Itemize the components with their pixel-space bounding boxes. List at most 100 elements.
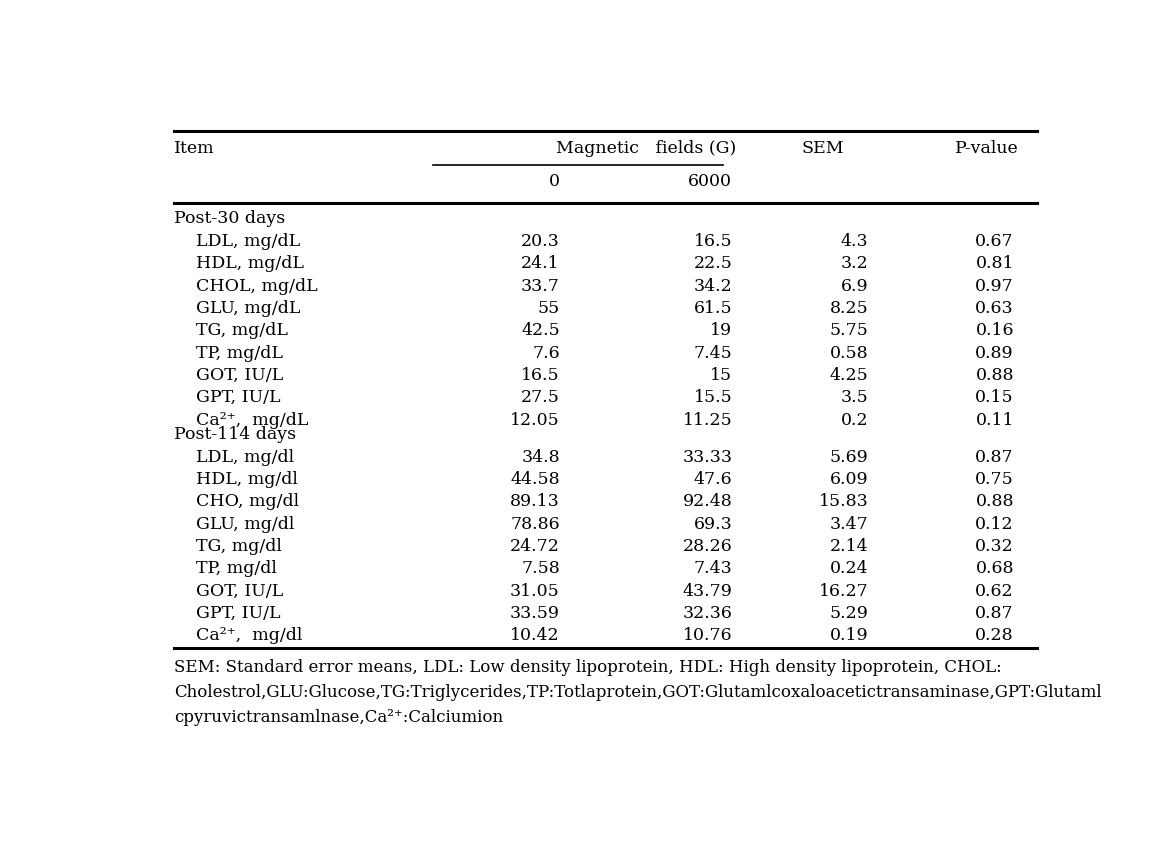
Text: 7.43: 7.43 (694, 560, 732, 577)
Text: 3.47: 3.47 (830, 515, 868, 532)
Text: 0.68: 0.68 (975, 560, 1014, 577)
Text: LDL, mg/dl: LDL, mg/dl (173, 448, 294, 465)
Text: 5.29: 5.29 (830, 604, 868, 621)
Text: Magnetic   fields (G): Magnetic fields (G) (556, 140, 736, 157)
Text: 16.5: 16.5 (522, 367, 560, 384)
Text: 0.58: 0.58 (830, 344, 868, 361)
Text: 10.42: 10.42 (510, 627, 560, 644)
Text: 47.6: 47.6 (694, 470, 732, 487)
Text: 0.11: 0.11 (975, 411, 1014, 428)
Text: 3.2: 3.2 (840, 255, 868, 272)
Text: 0.88: 0.88 (975, 493, 1014, 509)
Text: 24.72: 24.72 (510, 537, 560, 554)
Text: 78.86: 78.86 (510, 515, 560, 532)
Text: cpyruvictransamlnase,Ca²⁺:Calciumion: cpyruvictransamlnase,Ca²⁺:Calciumion (173, 708, 503, 725)
Text: 0.67: 0.67 (975, 233, 1014, 250)
Text: 2.14: 2.14 (830, 537, 868, 554)
Text: 0.62: 0.62 (975, 582, 1014, 599)
Text: 33.7: 33.7 (520, 277, 560, 294)
Text: 28.26: 28.26 (682, 537, 732, 554)
Text: 11.25: 11.25 (682, 411, 732, 428)
Text: Ca²⁺,  mg/dl: Ca²⁺, mg/dl (173, 627, 302, 644)
Text: 0.15: 0.15 (975, 389, 1014, 406)
Text: 20.3: 20.3 (522, 233, 560, 250)
Text: 0.2: 0.2 (841, 411, 868, 428)
Text: 0: 0 (548, 172, 560, 189)
Text: 7.6: 7.6 (532, 344, 560, 361)
Text: LDL, mg/dL: LDL, mg/dL (173, 233, 300, 250)
Text: Post-114 days: Post-114 days (173, 426, 295, 443)
Text: 31.05: 31.05 (510, 582, 560, 599)
Text: 7.45: 7.45 (694, 344, 732, 361)
Text: 0.32: 0.32 (975, 537, 1014, 554)
Text: 5.69: 5.69 (830, 448, 868, 465)
Text: Item: Item (173, 140, 214, 157)
Text: 34.2: 34.2 (694, 277, 732, 294)
Text: 61.5: 61.5 (694, 299, 732, 316)
Text: 0.63: 0.63 (975, 299, 1014, 316)
Text: TG, mg/dl: TG, mg/dl (173, 537, 281, 554)
Text: P-value: P-value (955, 140, 1018, 157)
Text: 32.36: 32.36 (682, 604, 732, 621)
Text: 0.88: 0.88 (975, 367, 1014, 384)
Text: 92.48: 92.48 (682, 493, 732, 509)
Text: TP, mg/dl: TP, mg/dl (173, 560, 277, 577)
Text: GLU, mg/dl: GLU, mg/dl (173, 515, 294, 532)
Text: 15: 15 (710, 367, 732, 384)
Text: 6000: 6000 (688, 172, 732, 189)
Text: 5.75: 5.75 (830, 322, 868, 339)
Text: CHOL, mg/dL: CHOL, mg/dL (173, 277, 318, 294)
Text: 22.5: 22.5 (694, 255, 732, 272)
Text: 44.58: 44.58 (510, 470, 560, 487)
Text: 0.75: 0.75 (975, 470, 1014, 487)
Text: 15.83: 15.83 (819, 493, 868, 509)
Text: 16.5: 16.5 (694, 233, 732, 250)
Text: 89.13: 89.13 (510, 493, 560, 509)
Text: 24.1: 24.1 (522, 255, 560, 272)
Text: 27.5: 27.5 (520, 389, 560, 406)
Text: 16.27: 16.27 (819, 582, 868, 599)
Text: 0.97: 0.97 (975, 277, 1014, 294)
Text: CHO, mg/dl: CHO, mg/dl (173, 493, 299, 509)
Text: HDL, mg/dl: HDL, mg/dl (173, 470, 298, 487)
Text: 4.25: 4.25 (830, 367, 868, 384)
Text: 12.05: 12.05 (510, 411, 560, 428)
Text: 0.19: 0.19 (830, 627, 868, 644)
Text: SEM: SEM (802, 140, 845, 157)
Text: TP, mg/dL: TP, mg/dL (173, 344, 282, 361)
Text: Cholestrol,GLU:Glucose,TG:Triglycerides,TP:Totlaprotein,GOT:Glutamlcoxaloacetict: Cholestrol,GLU:Glucose,TG:Triglycerides,… (173, 683, 1102, 700)
Text: 0.87: 0.87 (975, 448, 1014, 465)
Text: SEM: Standard error means, LDL: Low density lipoprotein, HDL: High density lipop: SEM: Standard error means, LDL: Low dens… (173, 659, 1002, 676)
Text: GOT, IU/L: GOT, IU/L (173, 367, 282, 384)
Text: 0.87: 0.87 (975, 604, 1014, 621)
Text: HDL, mg/dL: HDL, mg/dL (173, 255, 304, 272)
Text: 34.8: 34.8 (522, 448, 560, 465)
Text: 7.58: 7.58 (522, 560, 560, 577)
Text: 69.3: 69.3 (694, 515, 732, 532)
Text: 3.5: 3.5 (840, 389, 868, 406)
Text: 0.28: 0.28 (975, 627, 1014, 644)
Text: 15.5: 15.5 (694, 389, 732, 406)
Text: 0.81: 0.81 (975, 255, 1014, 272)
Text: 0.89: 0.89 (975, 344, 1014, 361)
Text: 43.79: 43.79 (682, 582, 732, 599)
Text: GOT, IU/L: GOT, IU/L (173, 582, 282, 599)
Text: 0.12: 0.12 (975, 515, 1014, 532)
Text: GLU, mg/dL: GLU, mg/dL (173, 299, 300, 316)
Text: 42.5: 42.5 (522, 322, 560, 339)
Text: 19: 19 (710, 322, 732, 339)
Text: TG, mg/dL: TG, mg/dL (173, 322, 287, 339)
Text: 33.33: 33.33 (682, 448, 732, 465)
Text: 6.09: 6.09 (830, 470, 868, 487)
Text: Ca²⁺,  mg/dL: Ca²⁺, mg/dL (173, 411, 308, 428)
Text: GPT, IU/L: GPT, IU/L (173, 604, 280, 621)
Text: 10.76: 10.76 (683, 627, 732, 644)
Text: 0.24: 0.24 (830, 560, 868, 577)
Text: Post-30 days: Post-30 days (173, 210, 285, 227)
Text: 6.9: 6.9 (841, 277, 868, 294)
Text: 33.59: 33.59 (510, 604, 560, 621)
Text: GPT, IU/L: GPT, IU/L (173, 389, 280, 406)
Text: 4.3: 4.3 (841, 233, 868, 250)
Text: 0.16: 0.16 (975, 322, 1014, 339)
Text: 8.25: 8.25 (830, 299, 868, 316)
